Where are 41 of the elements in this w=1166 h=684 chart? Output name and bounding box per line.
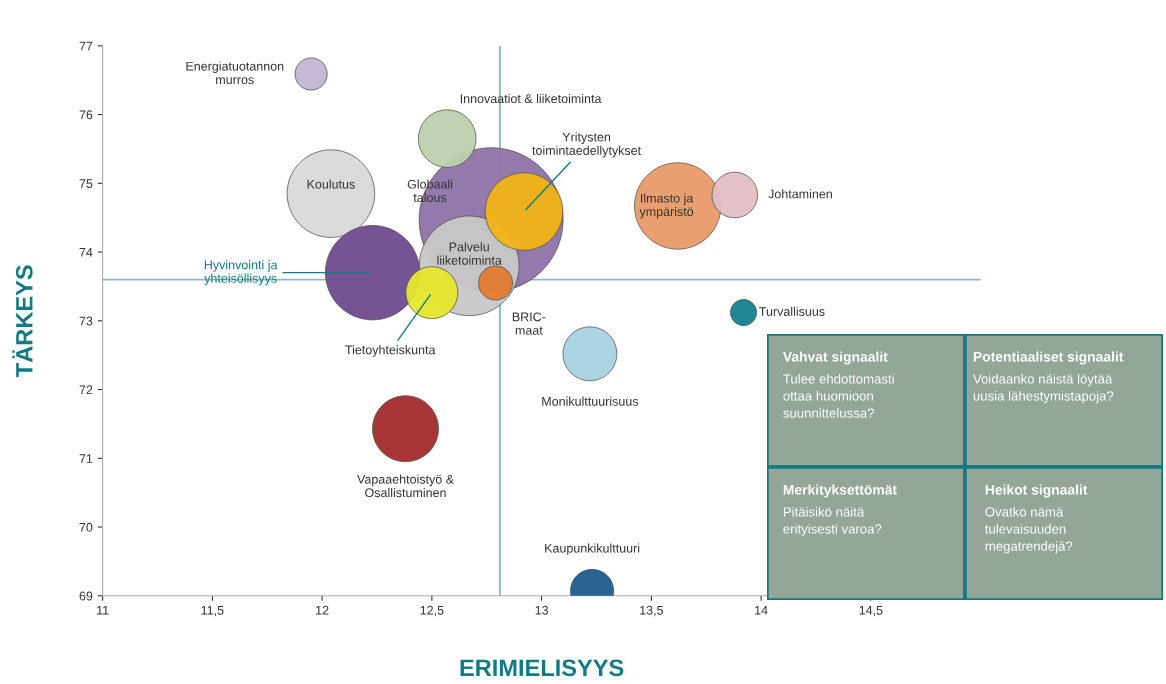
x-axis-title: ERIMIELISYYS bbox=[460, 659, 624, 677]
series-label: Palvelu liiketoiminta bbox=[437, 242, 502, 265]
y-tick-label: 75 bbox=[79, 179, 93, 188]
y-tick-label: 69 bbox=[79, 591, 93, 601]
annotation: Voidaanko näistä löytää uusia lähestymistapoja? bbox=[972, 373, 1114, 404]
series-label: Monikulttuurisuus bbox=[542, 396, 639, 406]
series-label: BRIC- maat bbox=[512, 312, 546, 335]
annotation: Vahvat signaalit bbox=[782, 351, 888, 365]
series-label: Ilmasto ja ympäristö bbox=[639, 193, 694, 219]
x-tick-label: 13 bbox=[535, 605, 549, 615]
x-tick-label: 14 bbox=[755, 605, 768, 615]
y-tick-label: 71 bbox=[79, 454, 93, 463]
x-tick-label: 11 bbox=[97, 605, 109, 615]
y-tick-label: 70 bbox=[79, 522, 93, 532]
x-tick-label: 12,5 bbox=[420, 605, 444, 617]
y-tick-label: 77 bbox=[79, 41, 93, 51]
text: Hyvinvointi ja yhteisöllisyys bbox=[204, 260, 278, 286]
text: Ovatko nämä tulevaisuuden megatrendejä? bbox=[985, 506, 1073, 554]
y-axis-title: TÄRKEYS bbox=[12, 265, 33, 377]
text: Heikot signaalit bbox=[985, 484, 1088, 498]
y-tick-label: 76 bbox=[79, 110, 93, 120]
x-tick-label: 13,5 bbox=[640, 605, 663, 617]
y-tick-label: 73 bbox=[79, 316, 93, 326]
x-tick-label: 14,5 bbox=[859, 605, 883, 617]
annotation: Pitäisikö näitä erityisesti varoa? bbox=[783, 506, 882, 537]
text: Tietoyhteiskunta bbox=[345, 345, 436, 357]
series-label: Koulutus bbox=[307, 179, 355, 189]
annotation: Merkityksettömät bbox=[783, 484, 897, 498]
y-tick-label: 74 bbox=[79, 247, 93, 257]
annotation: Tulee ehdottomasti ottaa huomioon suunnittelussa? bbox=[783, 373, 894, 418]
y-tick-label: 72 bbox=[79, 385, 93, 395]
x-tick-label: 12 bbox=[316, 605, 329, 615]
series-label: Vapaaehtoistyö & Osallistuminen bbox=[357, 474, 454, 498]
annotation: Potentiaaliset signaalit bbox=[973, 351, 1124, 365]
series-label: Innovaatiot & liiketoiminta bbox=[460, 93, 602, 104]
series-label: Yritysten toimintaedellytykset bbox=[532, 132, 641, 158]
series-label: Johtaminen bbox=[768, 189, 832, 199]
series-label: Energiatuotannon murros bbox=[186, 61, 284, 85]
series-label: Turvallisuus bbox=[759, 306, 825, 316]
series-label: Kaupunkikulttuuri bbox=[545, 543, 640, 556]
x-tick-label: 11,5 bbox=[201, 605, 224, 617]
